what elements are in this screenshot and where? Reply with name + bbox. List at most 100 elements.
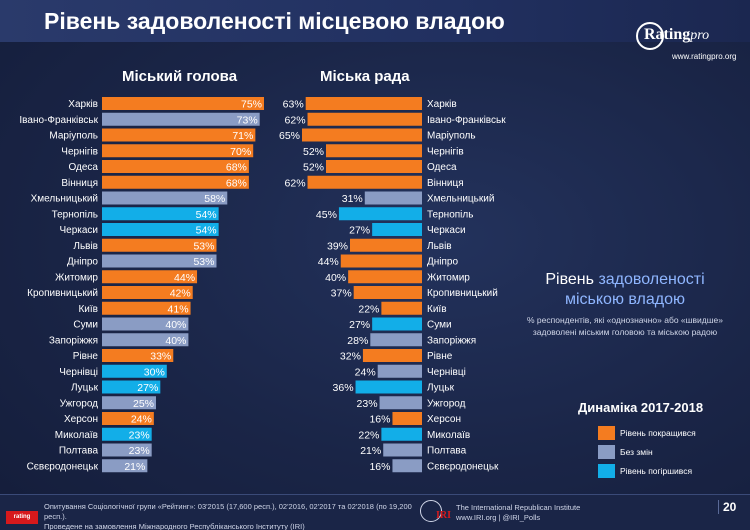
mayor-value-label: 54% bbox=[196, 225, 217, 237]
mayor-city-label: Луцьк bbox=[71, 383, 99, 394]
council-city-label: Житомир bbox=[427, 272, 470, 283]
logo-ring-icon bbox=[636, 22, 664, 50]
mayor-value-label: 24% bbox=[131, 414, 152, 426]
council-city-label: Сєвєродонецьк bbox=[427, 461, 499, 472]
council-bar bbox=[377, 364, 422, 378]
mayor-city-label: Черкаси bbox=[59, 225, 98, 236]
mayor-bar bbox=[102, 412, 154, 425]
council-city-label: Хмельницький bbox=[427, 194, 494, 205]
council-city-label: Черкаси bbox=[427, 225, 466, 236]
mayor-city-label: Сєвєродонецьк bbox=[27, 461, 99, 472]
mayor-city-label: Дніпро bbox=[67, 257, 98, 268]
mayor-value-label: 41% bbox=[168, 303, 189, 315]
council-bar bbox=[326, 160, 422, 173]
council-bar bbox=[392, 412, 422, 425]
council-value-label: 24% bbox=[355, 366, 376, 378]
mayor-city-label: Рівне bbox=[73, 351, 99, 362]
council-value-label: 16% bbox=[369, 414, 390, 426]
mayor-bar bbox=[102, 443, 152, 457]
page-number: 20 bbox=[718, 500, 736, 514]
council-value-label: 62% bbox=[285, 177, 306, 189]
mayor-bar bbox=[102, 349, 174, 362]
mayor-value-label: 25% bbox=[133, 398, 154, 410]
mayor-city-label: Київ bbox=[78, 304, 98, 315]
panel-title-mayor: Міський голова bbox=[122, 68, 238, 85]
footer-divider bbox=[0, 494, 750, 495]
council-city-label: Кропивницький bbox=[427, 288, 498, 299]
mayor-city-label: Тернопіль bbox=[52, 209, 98, 220]
council-bar bbox=[372, 223, 422, 236]
iri-info: The International Republican Institute w… bbox=[456, 503, 581, 522]
mayor-city-label: Львів bbox=[73, 241, 98, 252]
header-band bbox=[0, 0, 750, 42]
mayor-city-label: Харків bbox=[68, 99, 98, 110]
council-city-label: Львів bbox=[427, 241, 452, 252]
council-bar bbox=[307, 175, 422, 189]
mayor-bar bbox=[102, 207, 219, 221]
mayor-city-label: Одеса bbox=[68, 162, 98, 173]
council-value-label: 65% bbox=[279, 130, 300, 142]
mayor-value-label: 23% bbox=[129, 429, 150, 441]
council-city-label: Київ bbox=[427, 304, 447, 315]
mayor-city-label: Суми bbox=[73, 320, 98, 331]
council-city-label: Миколаїв bbox=[427, 430, 470, 441]
council-city-label: Харків bbox=[427, 99, 457, 110]
council-value-label: 52% bbox=[303, 162, 324, 174]
council-bar bbox=[392, 459, 422, 473]
mayor-city-label: Чернівці bbox=[59, 367, 98, 378]
mayor-value-label: 27% bbox=[137, 382, 158, 394]
council-value-label: 22% bbox=[358, 429, 379, 441]
mayor-city-label: Вінниця bbox=[61, 178, 98, 189]
mayor-bar bbox=[102, 380, 161, 394]
mayor-value-label: 54% bbox=[196, 209, 217, 221]
council-value-label: 52% bbox=[303, 146, 324, 158]
mayor-value-label: 53% bbox=[193, 240, 214, 252]
council-value-label: 44% bbox=[318, 256, 339, 268]
logo-url: www.ratingpro.org bbox=[672, 52, 737, 61]
council-value-label: 40% bbox=[325, 272, 346, 284]
council-city-label: Чернівці bbox=[427, 367, 466, 378]
council-bar bbox=[370, 333, 422, 347]
mayor-bar bbox=[102, 112, 260, 126]
mayor-city-label: Ужгород bbox=[60, 398, 99, 409]
mayor-bar bbox=[102, 333, 189, 347]
mayor-bar bbox=[102, 270, 198, 284]
mayor-bar bbox=[102, 223, 219, 236]
council-value-label: 62% bbox=[285, 114, 306, 126]
council-city-label: Івано-Франківськ bbox=[427, 115, 506, 126]
mayor-value-label: 40% bbox=[165, 319, 186, 331]
page-title: Рівень задоволеності місцевою владою bbox=[44, 8, 505, 34]
mayor-value-label: 44% bbox=[174, 272, 195, 284]
council-value-label: 36% bbox=[333, 382, 354, 394]
mayor-bar bbox=[102, 191, 228, 205]
mayor-value-label: 68% bbox=[226, 177, 247, 189]
mayor-city-label: Маріуполь bbox=[49, 131, 98, 142]
council-city-label: Вінниця bbox=[427, 178, 464, 189]
mayor-bar bbox=[102, 286, 193, 299]
legend-swatch-worsened bbox=[598, 464, 615, 478]
council-bar bbox=[355, 380, 422, 394]
council-value-label: 22% bbox=[358, 303, 379, 315]
council-bar bbox=[362, 349, 422, 362]
council-bar bbox=[350, 238, 422, 252]
mayor-value-label: 73% bbox=[237, 114, 258, 126]
mayor-bar bbox=[102, 128, 256, 142]
council-value-label: 16% bbox=[369, 461, 390, 473]
footer-band bbox=[0, 494, 750, 530]
rating-pro-logo: Ratingpro www.ratingpro.org bbox=[632, 18, 742, 68]
mayor-value-label: 68% bbox=[226, 162, 247, 174]
council-value-label: 45% bbox=[316, 209, 337, 221]
mayor-value-label: 53% bbox=[193, 256, 214, 268]
mayor-bar bbox=[102, 317, 189, 331]
rating-badge: rating bbox=[6, 511, 38, 524]
mayor-city-label: Кропивницький bbox=[27, 288, 98, 299]
logo-wordmark: Ratingpro bbox=[644, 26, 710, 43]
mayor-value-label: 21% bbox=[124, 461, 145, 473]
mayor-value-label: 30% bbox=[144, 366, 165, 378]
footnote: Опитування Соціологічної групи «Рейтинг»… bbox=[44, 502, 412, 530]
legend-title: Динаміка 2017-2018 bbox=[578, 400, 704, 415]
mayor-bar bbox=[102, 254, 217, 268]
iri-emblem-icon bbox=[420, 500, 442, 522]
iri-logo: IRI bbox=[436, 510, 452, 521]
